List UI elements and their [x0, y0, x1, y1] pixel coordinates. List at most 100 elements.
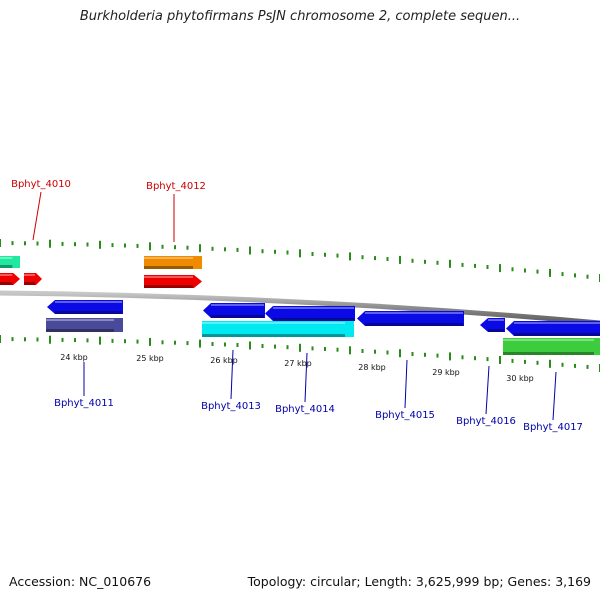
- scale-labels: 24 kbp 25 kbp 26 kbp 27 kbp 28 kbp 29 kb…: [60, 353, 534, 383]
- gene-bphyt-4012[interactable]: [144, 256, 202, 269]
- tick-mark: [486, 265, 489, 269]
- tick-mark: [161, 340, 164, 345]
- tick-mark: [399, 255, 401, 264]
- gene-bphyt-4015-body: [357, 311, 464, 326]
- gene-bphyt-4017[interactable]: [506, 321, 600, 336]
- gene-bphyt-4016-shadow: [488, 329, 504, 332]
- tick-mark: [186, 341, 189, 346]
- tick-mark: [474, 263, 476, 268]
- leader-bphyt-4013: [230, 349, 234, 400]
- scale-label-26kbp: 26 kbp: [210, 356, 238, 365]
- gene-bphyt-4014[interactable]: [265, 306, 355, 321]
- gene-purple[interactable]: [46, 318, 123, 332]
- tick-mark: [436, 353, 439, 358]
- gene-label-bphyt-4016[interactable]: Bphyt_4016: [456, 416, 516, 427]
- tick-mark: [111, 243, 114, 248]
- tick-mark: [561, 272, 564, 277]
- scale-label-27kbp: 27 kbp: [284, 359, 312, 368]
- gene-cyan[interactable]: [202, 321, 354, 337]
- gene-label-bphyt-4010[interactable]: Bphyt_4010: [11, 179, 71, 190]
- gene-bphyt-4013-highlight: [211, 304, 264, 306]
- gene-bphyt-4012-shadow: [144, 266, 193, 269]
- gene-label-bphyt-4012[interactable]: Bphyt_4012: [146, 181, 206, 192]
- gene-bphyt-4015[interactable]: [357, 311, 464, 326]
- gene-bphyt-4013[interactable]: [203, 303, 265, 318]
- tick-mark: [374, 256, 376, 261]
- tick-mark: [49, 239, 51, 248]
- tick-mark: [511, 358, 514, 363]
- tick-mark: [386, 350, 389, 355]
- tick-mark: [236, 343, 239, 347]
- tick-mark: [61, 241, 64, 246]
- scale-label-28kbp: 28 kbp: [358, 363, 386, 372]
- gene-cyan-highlight: [202, 322, 345, 324]
- tick-mark: [424, 259, 426, 264]
- chromosome-backbone: [0, 290, 600, 326]
- gene-bphyt-4016[interactable]: [480, 318, 505, 332]
- gene-label-bphyt-4014[interactable]: Bphyt_4014: [275, 404, 335, 415]
- tick-mark: [224, 247, 226, 252]
- gene-red-2[interactable]: [24, 273, 42, 285]
- gene-label-bphyt-4017[interactable]: Bphyt_4017: [523, 422, 583, 433]
- tick-mark: [361, 255, 364, 260]
- leader-bphyt-4014: [304, 352, 308, 403]
- gene-red-3[interactable]: [144, 275, 202, 288]
- tick-mark: [11, 337, 14, 342]
- tick-mark: [274, 249, 276, 254]
- tick-mark: [49, 335, 51, 344]
- tick-track-top: [0, 239, 600, 282]
- tick-mark: [86, 242, 89, 247]
- tick-mark: [24, 241, 26, 246]
- tick-mark: [474, 356, 476, 361]
- tick-mark: [336, 347, 339, 352]
- tick-mark: [574, 363, 576, 368]
- leader-bphyt-4017: [552, 371, 557, 421]
- gene-red-3-shadow: [144, 285, 193, 288]
- tick-mark: [436, 260, 439, 265]
- scale-label-24kbp: 24 kbp: [60, 353, 88, 362]
- tick-mark: [449, 259, 451, 268]
- tick-mark: [349, 252, 351, 261]
- gene-teal[interactable]: [0, 256, 20, 268]
- tick-mark: [11, 241, 14, 246]
- gene-red-1[interactable]: [0, 273, 20, 285]
- gene-bphyt-4015-highlight: [365, 312, 463, 314]
- tick-mark: [486, 357, 489, 362]
- tick-mark: [324, 252, 326, 257]
- gene-label-bphyt-4015[interactable]: Bphyt_4015: [375, 410, 435, 421]
- gene-bphyt-4011-body: [47, 300, 123, 314]
- gene-label-bphyt-4013[interactable]: Bphyt_4013: [201, 401, 261, 412]
- tick-mark: [524, 359, 526, 364]
- gene-red-2-shadow: [24, 282, 35, 285]
- tick-mark: [361, 349, 364, 353]
- tick-mark: [174, 340, 176, 345]
- tick-mark: [174, 245, 176, 250]
- gene-label-bphyt-4011[interactable]: Bphyt_4011: [54, 398, 114, 409]
- tick-mark: [0, 335, 1, 343]
- tick-mark: [149, 337, 151, 346]
- tick-mark: [399, 349, 401, 358]
- gene-bphyt-4011[interactable]: [47, 300, 123, 314]
- tick-mark: [136, 243, 139, 248]
- tick-mark: [374, 349, 376, 354]
- gene-green[interactable]: [503, 338, 600, 355]
- tick-mark: [261, 249, 264, 254]
- tick-mark: [274, 344, 276, 349]
- tick-mark: [499, 356, 501, 364]
- scale-label-29kbp: 29 kbp: [432, 368, 460, 377]
- tick-mark: [36, 241, 39, 246]
- gene-bphyt-4016-highlight: [488, 319, 504, 321]
- tick-mark: [424, 352, 426, 357]
- tick-mark: [74, 242, 76, 247]
- gene-red-3-highlight: [144, 276, 193, 278]
- label-leaders: [32, 191, 557, 421]
- gene-bphyt-4015-shadow: [365, 323, 463, 326]
- gene-bphyt-4011-shadow: [55, 311, 122, 314]
- scale-label-30kbp: 30 kbp: [506, 374, 534, 383]
- tick-mark: [574, 273, 576, 278]
- tick-mark: [549, 268, 551, 277]
- gene-bphyt-4016-body: [480, 318, 505, 332]
- gene-bphyt-4011-highlight: [55, 301, 122, 303]
- tick-mark: [36, 337, 39, 342]
- gene-bphyt-4012-body: [144, 256, 202, 269]
